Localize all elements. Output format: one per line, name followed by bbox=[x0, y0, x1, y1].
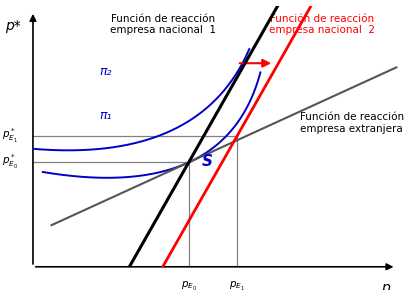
Text: p*: p* bbox=[5, 19, 21, 33]
Text: π₁: π₁ bbox=[100, 109, 112, 122]
Text: Función de reacción
empresa nacional  1: Función de reacción empresa nacional 1 bbox=[110, 14, 216, 35]
Text: $p_{E_0}^*$: $p_{E_0}^*$ bbox=[2, 153, 18, 171]
Text: p: p bbox=[381, 281, 390, 290]
Text: $p_{E_1}$: $p_{E_1}$ bbox=[229, 280, 245, 290]
Text: S: S bbox=[202, 154, 213, 169]
Text: $p_{E_0}$: $p_{E_0}$ bbox=[180, 280, 197, 290]
Text: $p_{E_1}^*$: $p_{E_1}^*$ bbox=[2, 127, 18, 145]
Text: π₂: π₂ bbox=[100, 65, 112, 77]
Text: Función de reacción
empresa extranjera: Función de reacción empresa extranjera bbox=[300, 113, 404, 134]
Text: Función de reacción
empresa nacional  2: Función de reacción empresa nacional 2 bbox=[269, 14, 375, 35]
